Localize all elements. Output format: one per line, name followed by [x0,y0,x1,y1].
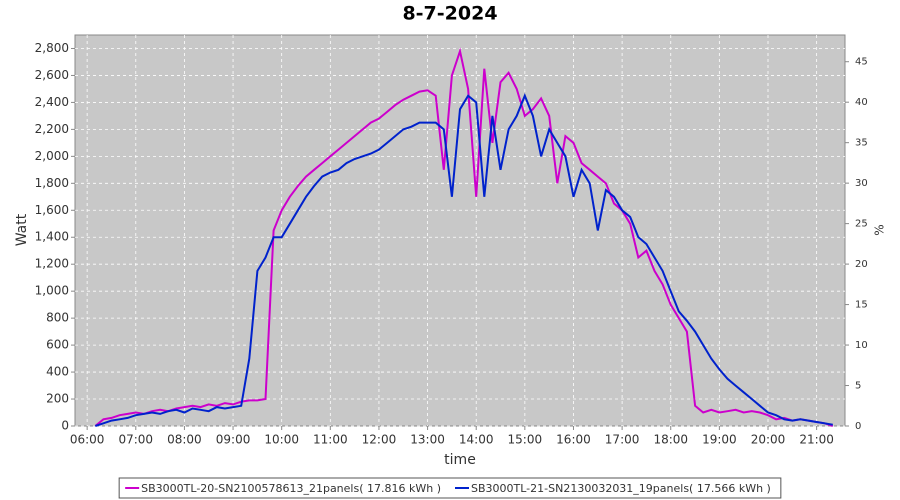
y2-tick-label: 35 [855,138,868,149]
y2-tick-label: 0 [855,421,861,432]
x-tick-label: 06:00 [70,433,105,447]
y-tick-label: 1,800 [35,176,69,190]
x-tick-label: 07:00 [118,433,153,447]
y2-tick-label: 25 [855,219,868,230]
y-tick-label: 0 [61,419,69,433]
y2-tick-label: 30 [855,178,868,189]
y-tick-label: 400 [46,365,69,379]
x-tick-label: 19:00 [702,433,737,447]
x-tick-label: 18:00 [653,433,688,447]
y-tick-label: 1,400 [35,230,69,244]
y-tick-label: 1,200 [35,257,69,271]
x-tick-label: 11:00 [313,433,348,447]
x-tick-label: 16:00 [556,433,591,447]
y-tick-label: 2,200 [35,122,69,136]
y2-tick-label: 5 [855,381,861,392]
y2-tick-label: 20 [855,259,868,270]
legend-box [118,477,782,499]
y-tick-label: 1,600 [35,203,69,217]
x-tick-label: 21:00 [799,433,834,447]
x-tick-label: 17:00 [605,433,640,447]
y2-tick-label: 10 [855,340,868,351]
series-line [94,93,833,427]
x-tick-label: 10:00 [264,433,299,447]
x-tick-label: 08:00 [167,433,202,447]
chart-title: 8-7-2024 [402,3,497,25]
y2-tick-label: 40 [855,97,868,108]
y2-tick-label: 45 [855,57,868,68]
y-tick-label: 200 [46,392,69,406]
y-axis-label: Watt [14,213,30,246]
x-tick-label: 14:00 [459,433,494,447]
plot-area [74,34,846,427]
y-tick-label: 800 [46,311,69,325]
y-tick-label: 2,800 [35,41,69,55]
x-tick-label: 20:00 [751,433,786,447]
x-tick-label: 15:00 [508,433,543,447]
y-tick-label: 2,600 [35,68,69,82]
legend-label: SB3000TL-20-SN2100578613_21panels( 17.81… [141,482,441,495]
legend-label: SB3000TL-21-SN2130032031_19panels( 17.56… [471,482,771,495]
y-tick-label: 1,000 [35,284,69,298]
x-tick-label: 12:00 [362,433,397,447]
y-tick-label: 600 [46,338,69,352]
x-axis-label: time [444,452,476,468]
x-tick-label: 13:00 [410,433,445,447]
series-line [94,47,834,427]
y-tick-label: 2,400 [35,95,69,109]
y2-tick-label: 15 [855,300,868,311]
y2-axis-label: % [873,224,887,235]
y-tick-label: 2,000 [35,149,69,163]
x-tick-label: 09:00 [216,433,251,447]
